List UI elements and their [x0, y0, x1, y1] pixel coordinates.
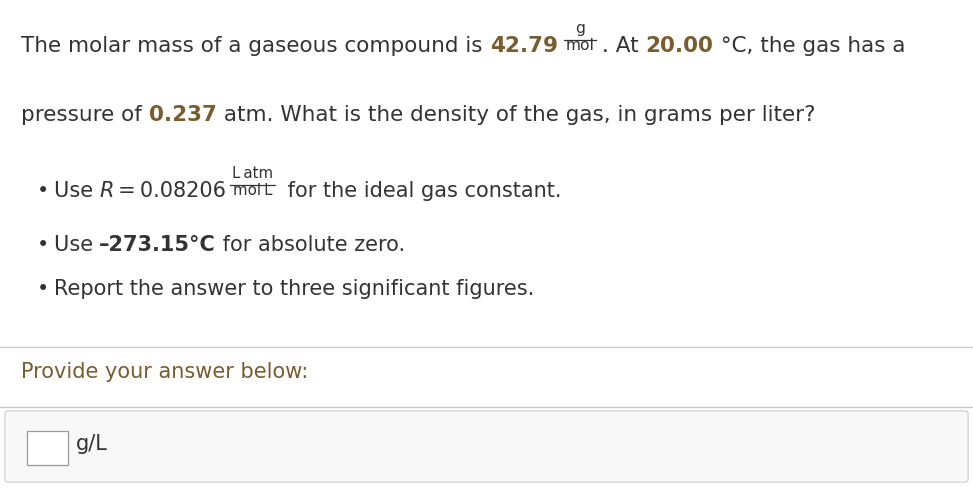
Text: Provide your answer below:: Provide your answer below: — [21, 362, 308, 382]
Text: g/L: g/L — [76, 434, 108, 454]
Text: R: R — [99, 181, 114, 201]
Text: 0.237: 0.237 — [149, 104, 217, 124]
Text: •: • — [37, 235, 50, 255]
Text: mol L: mol L — [233, 184, 272, 198]
Text: 42.79: 42.79 — [489, 35, 558, 56]
Text: 20.00: 20.00 — [646, 35, 713, 56]
Text: atm. What is the density of the gas, in grams per liter?: atm. What is the density of the gas, in … — [217, 104, 815, 124]
Text: °C, the gas has a: °C, the gas has a — [713, 35, 905, 56]
Text: for absolute zero.: for absolute zero. — [216, 235, 405, 255]
Text: = 0.08206: = 0.08206 — [114, 181, 230, 201]
Text: Use: Use — [54, 181, 99, 201]
Text: Report the answer to three significant figures.: Report the answer to three significant f… — [54, 279, 534, 299]
Text: L atm: L atm — [232, 166, 273, 181]
Text: •: • — [37, 181, 50, 201]
Text: •: • — [37, 279, 50, 299]
Text: –273.15°C: –273.15°C — [99, 235, 216, 255]
Text: for the ideal gas constant.: for the ideal gas constant. — [281, 181, 561, 201]
Text: g: g — [575, 21, 585, 36]
Text: mol: mol — [565, 38, 595, 53]
Text: . At: . At — [602, 35, 646, 56]
Text: pressure of: pressure of — [21, 104, 149, 124]
Text: The molar mass of a gaseous compound is: The molar mass of a gaseous compound is — [21, 35, 489, 56]
Text: Use: Use — [54, 235, 99, 255]
